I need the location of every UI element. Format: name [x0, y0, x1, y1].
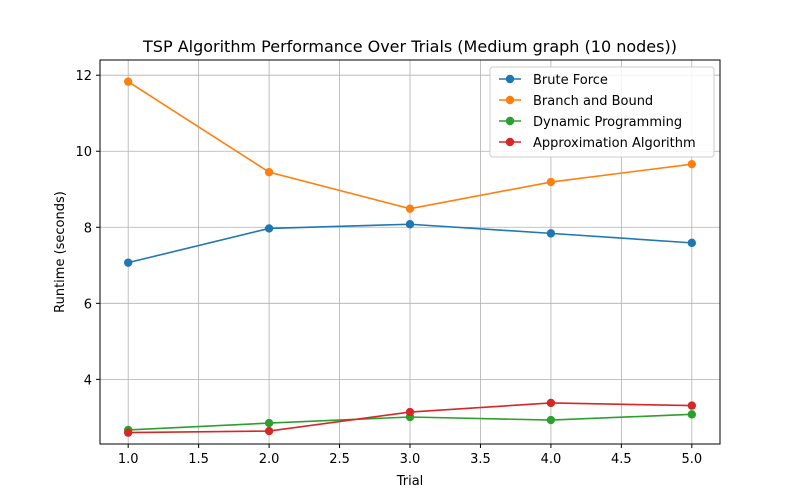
y-tick-label: 4 — [84, 373, 92, 388]
legend-entry: Dynamic Programming — [499, 115, 682, 130]
y-tick-label: 6 — [84, 297, 92, 312]
legend-label: Dynamic Programming — [533, 115, 682, 130]
y-axis-label: Runtime (seconds) — [53, 191, 68, 313]
x-tick-label: 4.0 — [541, 452, 562, 467]
x-tick-label: 1.5 — [188, 452, 209, 467]
legend-swatch-marker — [505, 95, 515, 105]
legend-label: Branch and Bound — [533, 94, 653, 109]
series-layer — [123, 77, 697, 437]
data-point-approximation-algorithm — [687, 401, 697, 410]
legend-swatch-marker — [505, 116, 515, 126]
legend-label: Approximation Algorithm — [533, 136, 696, 151]
x-tick-label: 2.0 — [259, 452, 280, 467]
y-tick-label: 8 — [84, 221, 92, 236]
x-axis: 1.0 1.5 2.0 2.5 3.0 3.5 4.0 4.5 5.0 — [118, 444, 702, 467]
series-approximation-algorithm — [123, 398, 697, 437]
data-point-approximation-algorithm — [123, 428, 133, 437]
x-axis-label: Trial — [396, 474, 424, 489]
legend: Brute Force Branch and Bound Dynamic Progr… — [489, 66, 715, 158]
x-tick-label: 5.0 — [681, 452, 702, 467]
x-tick-label: 2.5 — [329, 452, 350, 467]
x-tick-label: 4.5 — [611, 452, 632, 467]
data-point-brute-force — [264, 224, 274, 233]
legend-label: Brute Force — [533, 73, 608, 88]
y-tick-label: 12 — [75, 69, 92, 84]
data-point-branch-and-bound — [123, 77, 133, 86]
legend-swatch-marker — [505, 137, 515, 147]
data-point-branch-and-bound — [264, 167, 274, 177]
legend-entry: Branch and Bound — [499, 94, 653, 109]
legend-box — [489, 66, 715, 158]
data-point-dynamic-programming — [687, 410, 697, 419]
data-point-brute-force — [405, 220, 415, 229]
x-tick-label: 3.5 — [470, 452, 491, 467]
chart-title: TSP Algorithm Performance Over Trials (M… — [142, 37, 677, 56]
x-tick-label: 3.0 — [400, 452, 421, 467]
data-point-branch-and-bound — [405, 204, 415, 213]
data-point-brute-force — [123, 258, 133, 267]
series-brute-force — [123, 220, 697, 267]
legend-entry: Brute Force — [499, 73, 608, 88]
data-point-branch-and-bound — [687, 159, 697, 169]
data-point-dynamic-programming — [264, 418, 274, 428]
data-point-approximation-algorithm — [546, 398, 556, 408]
legend-entry: Approximation Algorithm — [499, 136, 696, 151]
data-point-approximation-algorithm — [405, 407, 415, 417]
series-branch-and-bound — [123, 77, 697, 213]
legend-swatch-marker — [505, 74, 515, 84]
data-point-brute-force — [687, 238, 697, 248]
data-point-approximation-algorithm — [264, 426, 274, 436]
data-point-dynamic-programming — [546, 415, 556, 425]
x-tick-label: 1.0 — [118, 452, 139, 467]
data-point-brute-force — [546, 229, 556, 238]
y-axis: 4 6 8 10 12 — [75, 69, 100, 388]
y-tick-label: 10 — [75, 145, 92, 160]
data-point-branch-and-bound — [546, 177, 556, 187]
